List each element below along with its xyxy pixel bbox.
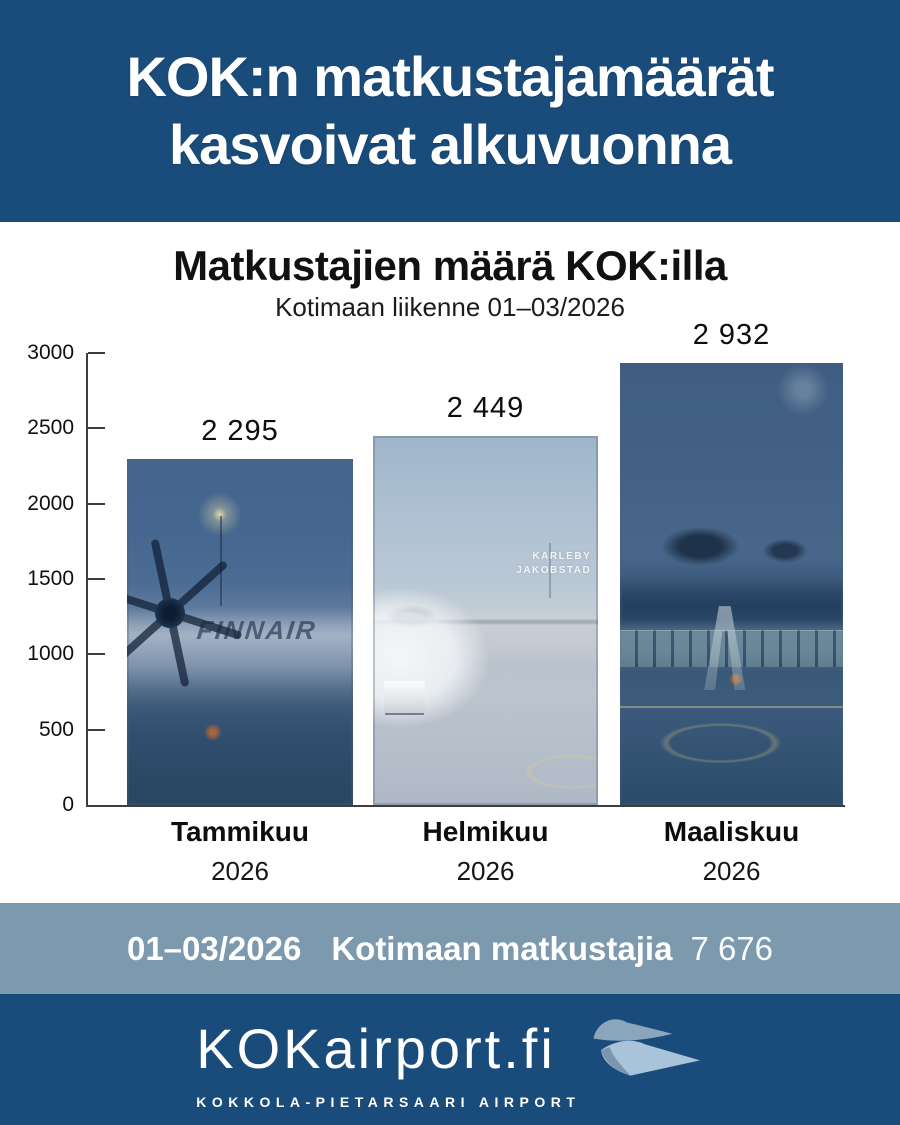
y-axis-tick-label: 1000 (27, 642, 74, 665)
terminal-apron-dusk-photo (620, 363, 843, 805)
chart-subtitle: Kotimaan liikenne 01–03/2026 (275, 292, 625, 322)
bar-value-label: 2 932 (692, 319, 771, 351)
summary-label: Kotimaan matkustajia (331, 929, 673, 967)
airport-sign-pole (548, 543, 551, 599)
x-label-tammikuu: Tammikuu 2026 (127, 816, 353, 887)
footer-banner: KOKairport.fi KOKKOLA-PIETARSAARI AIRPOR… (0, 994, 900, 1125)
summary-period: 01–03/2026 (126, 929, 302, 967)
bar-tammikuu: 2 295 FINNAIR (127, 415, 353, 805)
x-label-year: 2026 (702, 856, 761, 886)
x-label-month: Maaliskuu (663, 816, 800, 847)
y-axis-tick-label: 2000 (27, 492, 74, 515)
y-axis-tick (88, 729, 105, 731)
y-axis-tick-label: 1500 (27, 567, 74, 590)
y-axis-tick (88, 578, 105, 580)
ground-equipment-cart (384, 681, 425, 713)
bar-chart: Matkustajien määrä KOK:illa Kotimaan lii… (0, 222, 900, 903)
y-axis-tick-label: 2500 (27, 416, 74, 439)
finnair-atr-aircraft-photo: FINNAIR (127, 459, 353, 805)
y-axis-tick (88, 352, 105, 354)
finnair-livery-text: FINNAIR (195, 614, 319, 645)
header-banner: KOK:n matkustajamäärät kasvoivat alkuvuo… (0, 0, 900, 222)
chart-title: Matkustajien määrä KOK:illa (173, 242, 727, 289)
airport-sign-text: KARLEBY JAKOBSTAD (516, 551, 592, 577)
paper-plane-icon (593, 1018, 700, 1076)
bar-value-label: 2 295 (201, 415, 279, 447)
y-axis-tick (88, 427, 105, 429)
y-axis-tick (88, 653, 105, 655)
logo-tagline: KOKKOLA-PIETARSAARI AIRPORT (196, 1093, 581, 1110)
y-axis-tick (88, 503, 105, 505)
y-axis-tick-label: 500 (38, 718, 74, 741)
y-axis-tick-label: 0 (62, 793, 74, 816)
x-axis-line (86, 805, 845, 807)
bar-maaliskuu: 2 932 (620, 319, 843, 805)
x-label-year: 2026 (211, 856, 269, 886)
summary-value: 7 676 (690, 929, 774, 967)
header-title-line2: kasvoivat alkuvuonna (168, 113, 732, 176)
summary-band: 01–03/2026 Kotimaan matkustajia 7 676 (0, 903, 900, 994)
logo-text: KOKairport.fi (196, 1016, 556, 1080)
taxiway-line (620, 705, 843, 708)
x-label-month: Helmikuu (422, 816, 549, 847)
airport-logo: KOKairport.fi KOKKOLA-PIETARSAARI AIRPOR… (196, 1010, 704, 1110)
bar-value-label: 2 449 (446, 392, 525, 424)
x-label-year: 2026 (456, 856, 515, 886)
y-axis-line (86, 353, 88, 807)
x-label-maaliskuu: Maaliskuu 2026 (620, 816, 843, 887)
x-label-month: Tammikuu (171, 816, 309, 847)
header-title-line1: KOK:n matkustajamäärät (126, 45, 774, 108)
x-label-helmikuu: Helmikuu 2026 (373, 816, 598, 887)
y-axis-tick-label: 3000 (27, 341, 74, 364)
aircraft-nose-terminal-photo: KARLEBY JAKOBSTAD (373, 436, 598, 805)
bar-helmikuu: 2 449 KARLEBY JAKOBSTAD (373, 392, 598, 805)
